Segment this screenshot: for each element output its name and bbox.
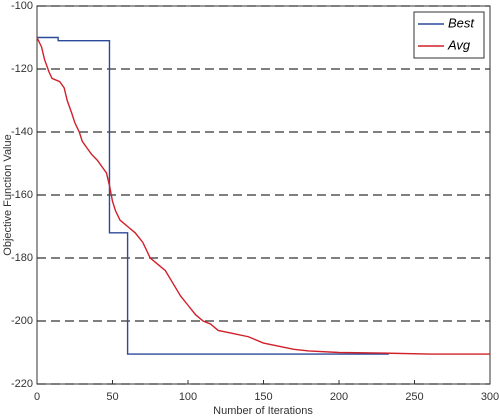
legend-box bbox=[413, 11, 485, 59]
legend-label: Avg bbox=[447, 37, 471, 52]
x-tick-label: 150 bbox=[254, 391, 272, 403]
y-tick-label: -100 bbox=[11, 0, 33, 12]
y-axis-label: Objective Function Value bbox=[2, 134, 14, 255]
series-line bbox=[37, 36, 389, 355]
y-tick-label: -140 bbox=[11, 126, 33, 138]
x-axis-label: Number of Iterations bbox=[213, 405, 313, 417]
x-tick-label: 50 bbox=[106, 391, 118, 403]
x-tick-label: 0 bbox=[34, 391, 40, 403]
y-tick-label: -180 bbox=[11, 252, 33, 264]
plot-frame bbox=[36, 5, 491, 385]
legend-label: Best bbox=[448, 15, 475, 30]
y-tick-label: -160 bbox=[11, 189, 33, 201]
x-tick-label: 250 bbox=[405, 391, 423, 403]
x-tick-label: 200 bbox=[330, 391, 348, 403]
y-tick-label: -200 bbox=[11, 315, 33, 327]
series-line bbox=[36, 37, 490, 355]
x-tick-label: 300 bbox=[481, 391, 499, 403]
y-tick-label: -220 bbox=[11, 378, 33, 390]
x-tick-label: 100 bbox=[179, 391, 197, 403]
y-tick-label: -120 bbox=[11, 63, 33, 75]
